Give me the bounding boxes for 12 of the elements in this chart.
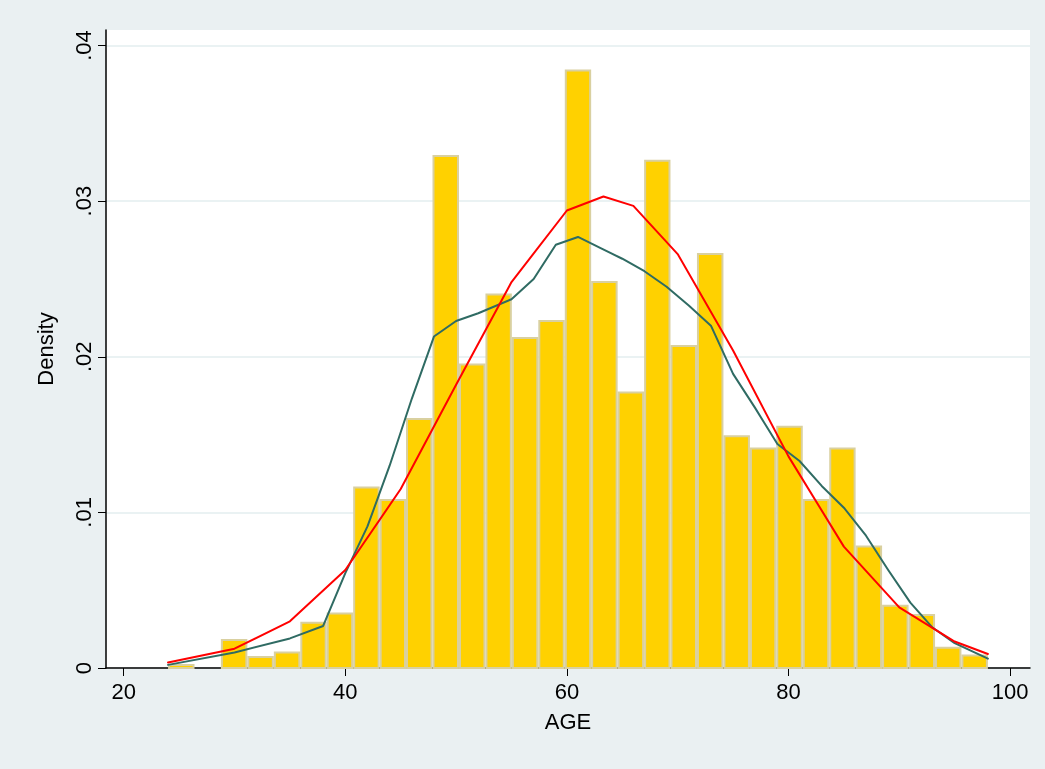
x-tick-label: 40: [333, 678, 358, 704]
y-tick-label: .03: [70, 185, 96, 217]
y-tick-label: .02: [70, 341, 96, 373]
x-tick-label: 80: [776, 678, 801, 704]
y-axis-title: Density: [32, 312, 58, 386]
y-tick-label: .04: [70, 30, 96, 61]
x-tick-label: 60: [554, 678, 580, 704]
x-axis-title: AGE: [544, 708, 592, 734]
y-tick-label: 0: [70, 661, 96, 675]
x-tick-label: 100: [991, 678, 1029, 704]
y-tick-label: .01: [70, 497, 96, 528]
x-tick-label: 20: [111, 678, 136, 704]
